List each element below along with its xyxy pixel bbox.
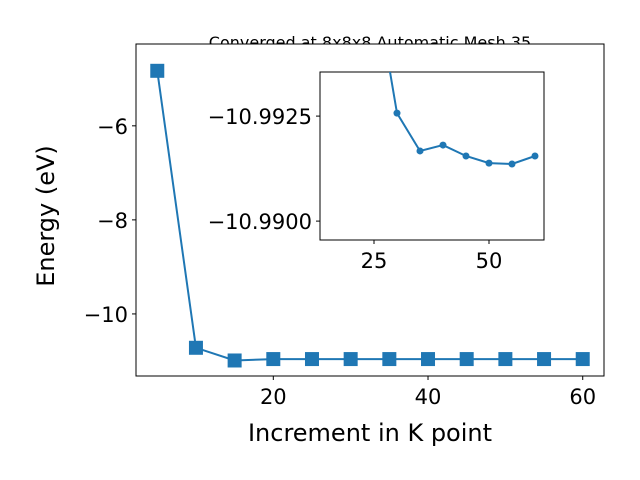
y-tick-label: −10 [84, 303, 128, 327]
x-tick-label: 25 [361, 249, 388, 273]
marker [227, 353, 242, 368]
series [150, 63, 590, 368]
marker [439, 141, 447, 149]
marker [459, 352, 474, 367]
marker [462, 152, 470, 160]
series-line [389, 72, 536, 165]
y-axis-label: Energy (eV) [32, 145, 60, 287]
marker [498, 352, 513, 367]
y-tick-label: −8 [97, 209, 128, 233]
marker [508, 160, 516, 168]
y-tick-label: −6 [97, 115, 128, 139]
marker [266, 352, 281, 367]
marker [150, 63, 165, 78]
x-tick-label: 60 [569, 385, 596, 409]
marker [393, 109, 401, 117]
marker [304, 352, 319, 367]
x-tick-label: 40 [415, 385, 442, 409]
marker [188, 340, 203, 355]
marker [575, 352, 590, 367]
marker [537, 352, 552, 367]
marker [485, 159, 493, 167]
x-tick-label: 50 [476, 249, 503, 273]
y-tick-label: −10.9925 [208, 105, 312, 129]
x-axis-label: Increment in K point [248, 419, 492, 447]
series [389, 72, 539, 168]
x-tick-label: 20 [260, 385, 287, 409]
marker [382, 352, 397, 367]
y-tick-label: −10.9900 [208, 210, 312, 234]
plot-area [319, 71, 545, 241]
marker [531, 152, 539, 160]
marker [416, 147, 424, 155]
marker [421, 352, 436, 367]
marker [343, 352, 358, 367]
